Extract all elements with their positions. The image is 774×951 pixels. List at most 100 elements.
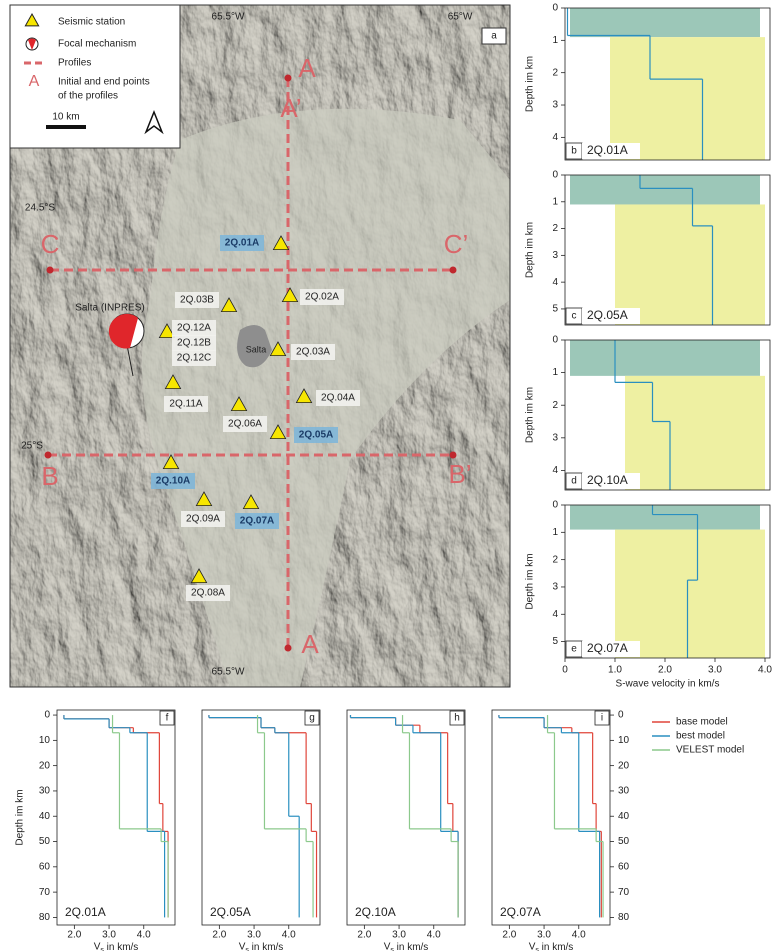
y-tick-label: 2	[552, 67, 558, 78]
station-label: 2Q.08A	[191, 588, 225, 599]
profile-point	[449, 266, 457, 274]
panel: 0 1 2 3 4 5 0 1.0 2.0 3.0 4.0 Depth im km S-wave vel…	[525, 500, 773, 690]
y-tick-label: 1	[552, 527, 558, 538]
plot-frame	[564, 504, 771, 659]
y-tick-label: 0	[44, 710, 50, 721]
lon-tick: 65.5°W	[212, 667, 245, 678]
y-tick-label: 10	[618, 735, 630, 746]
legend-label: base model	[676, 717, 728, 728]
y-tick-label: 4	[552, 609, 558, 620]
x-axis-label: Vs in km/s	[529, 942, 574, 951]
panel: 0 10 20 30 40 50 60 70 80 2.0 3.0 4.0Vs in km/s i 2Q.…	[491, 709, 630, 951]
panel-letter-box	[481, 27, 507, 45]
legend-label: best model	[676, 731, 725, 742]
plot-frame	[564, 339, 771, 491]
y-axis-label: Depth im km	[525, 56, 536, 112]
y-tick-label: 10	[39, 735, 51, 746]
ensemble-band	[615, 204, 765, 325]
station-label-bg	[172, 335, 216, 351]
panel-letter: c	[572, 311, 577, 322]
x-tick-label: 2.0	[658, 665, 672, 676]
y-tick-label: 5	[552, 636, 558, 647]
y-tick-label: 30	[618, 786, 630, 797]
ensemble-band	[615, 529, 765, 658]
x-axis-label-sub: s	[100, 947, 104, 951]
station-marker	[220, 297, 238, 312]
station-marker	[272, 235, 290, 250]
panel-letter: i	[601, 713, 603, 724]
x-axis-label: S-wave velocity in km/s	[616, 679, 720, 690]
profile-point	[284, 644, 292, 652]
station-box	[582, 473, 640, 489]
x-tick-label: 3.0	[537, 930, 551, 941]
profile-label: C’	[444, 229, 469, 259]
station-label-bg	[164, 396, 208, 412]
panel: 0 10 20 30 40 50 60 70 80 2.0 3.0 4.0 Depth im km Vs …	[15, 709, 176, 951]
y-tick-label: 70	[39, 887, 51, 898]
y-tick-label: 40	[39, 811, 51, 822]
x-tick-label: 4.0	[282, 930, 296, 941]
y-axis-label: Depth im km	[15, 789, 26, 845]
profile-label: A	[298, 53, 316, 83]
panel-letter: h	[454, 713, 460, 724]
x-tick-label: 2.0	[357, 930, 371, 941]
x-tick-label: 2.0	[67, 930, 81, 941]
plot-frame	[201, 709, 321, 926]
panel-letter-box	[159, 710, 175, 726]
station-label: 2Q.10A	[156, 476, 190, 487]
plot-frame	[56, 709, 176, 926]
panel-letter-box	[594, 710, 610, 726]
x-axis-label-rest: in km/s	[104, 942, 138, 951]
station-marker	[230, 396, 248, 411]
y-tick-label: 3	[552, 432, 558, 443]
panel-letter-box	[449, 710, 465, 726]
plot-frame	[564, 174, 771, 326]
station-name: 2Q.10A	[355, 905, 396, 919]
profile-label: A	[301, 629, 319, 659]
station-label-bg	[172, 350, 216, 366]
y-tick-label: 1	[552, 196, 558, 207]
y-tick-label: 4	[552, 465, 558, 476]
y-tick-label: 0	[552, 3, 558, 14]
station-name: 2Q.01A	[587, 143, 628, 157]
station-label: 2Q.12C	[177, 353, 211, 364]
legend-label: VELEST model	[676, 745, 744, 756]
y-tick-label: 5	[552, 304, 558, 315]
panel: 2.0 3.0 4.0Vs in km/s g 2Q.05A	[201, 709, 321, 951]
station-label-bg	[151, 473, 195, 489]
panel: 2.0 3.0 4.0Vs in km/s h 2Q.10A	[346, 709, 466, 951]
y-tick-label: 3	[552, 582, 558, 593]
profile-point	[449, 451, 457, 459]
y-tick-label: 60	[618, 861, 630, 872]
scale-label: 10 km	[52, 112, 79, 123]
focal-beachball-fill	[108, 313, 138, 349]
profile-point	[44, 451, 52, 459]
station-marker	[164, 374, 182, 389]
station-label-bg	[220, 235, 264, 251]
x-axis-label-rest: in km/s	[394, 942, 428, 951]
station-name: 2Q.05A	[587, 308, 628, 322]
focal-leader	[126, 344, 134, 377]
station-box	[582, 641, 640, 657]
station-box	[582, 143, 640, 159]
station-label: 2Q.07A	[240, 516, 274, 527]
station-label: 2Q.05A	[299, 430, 333, 441]
x-tick-label: 4.0	[758, 665, 772, 676]
station-marker	[158, 323, 176, 338]
legend-station	[24, 12, 40, 27]
station-name: 2Q.01A	[65, 905, 106, 919]
x-axis-label-sub: s	[245, 947, 249, 951]
y-tick-label: 0	[552, 170, 558, 181]
station-label: 2Q.03B	[180, 295, 214, 306]
y-axis-label: Depth im km	[525, 387, 536, 443]
x-axis-label: Vs in km/s	[239, 942, 284, 951]
station-marker	[281, 287, 299, 302]
station-label: 2Q.01A	[225, 238, 259, 249]
lat-tick: 25°S	[21, 441, 43, 452]
profile-label: B	[41, 461, 58, 491]
station-label-bg	[186, 585, 230, 601]
x-axis-label-sub: s	[390, 947, 394, 951]
station-box	[582, 308, 640, 324]
y-tick-label: 3	[552, 250, 558, 261]
y-tick-label: 20	[618, 760, 630, 771]
